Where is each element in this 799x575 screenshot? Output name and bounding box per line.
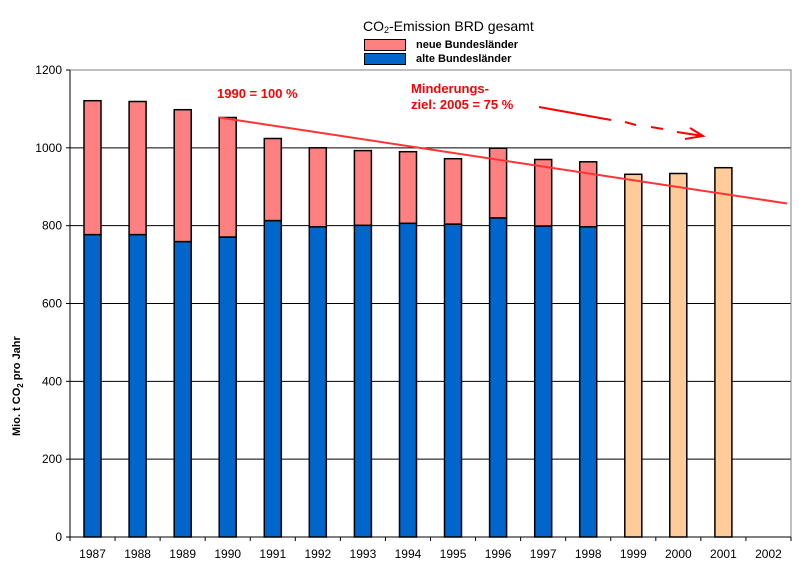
bar-1997-neue [533, 158, 553, 227]
x-tick-label-2001: 2001 [710, 547, 737, 561]
legend-item-neue: neue Bundesländer [364, 39, 518, 51]
bar-1998-neue [578, 161, 598, 228]
x-tick-label-1996: 1996 [485, 547, 512, 561]
x-tick-label-1989: 1989 [169, 547, 196, 561]
y-tick-label-200: 200 [42, 452, 62, 466]
x-tick-label-1991: 1991 [259, 547, 286, 561]
x-tick-label-1993: 1993 [350, 547, 377, 561]
bar-1995-alte [443, 223, 463, 538]
bar-1989-neue [173, 108, 192, 243]
x-tick-label-1999: 1999 [620, 547, 647, 561]
annotation-target-line1: Minderungs- [411, 81, 489, 96]
bar-1998-alte [578, 226, 598, 538]
bar-2000-gesamt [669, 172, 688, 538]
bar-1996-alte [488, 217, 508, 538]
bar-1992-neue [308, 147, 328, 228]
y-tick-label-800: 800 [42, 219, 62, 233]
legend-swatch-neue [364, 39, 406, 51]
bar-1987-alte [83, 233, 102, 538]
bar-1995-neue [443, 157, 463, 225]
y-tick-label-1000: 1000 [35, 141, 62, 155]
arrow-solid-segment [538, 106, 612, 121]
x-tick-label-1998: 1998 [575, 547, 602, 561]
legend-label-neue: neue Bundesländer [416, 39, 519, 51]
ylabel-subscript: 2 [16, 383, 26, 388]
trend-line [219, 116, 788, 205]
x-tick-label-1988: 1988 [124, 547, 151, 561]
annotation-base-year: 1990 = 100 % [217, 86, 298, 101]
bar-1994-alte [398, 222, 418, 538]
title-text-suffix: -Emission BRD gesamt [389, 18, 534, 34]
title-text: CO [363, 18, 384, 34]
bar-1990-alte [218, 236, 237, 538]
y-tick-label-1200: 1200 [35, 63, 62, 77]
y-tick-label-400: 400 [42, 374, 62, 388]
x-tick-label-1997: 1997 [530, 547, 557, 561]
annotation-target-line2: ziel: 2005 = 75 % [411, 97, 514, 112]
x-tick-label-2002: 2002 [755, 547, 782, 561]
bar-1994-neue [398, 150, 418, 225]
x-tick-label-1995: 1995 [440, 547, 467, 561]
bar-1990-neue [218, 116, 237, 238]
y-tick-label-0: 0 [55, 530, 62, 544]
bar-1989-alte [173, 240, 192, 538]
x-tick-label-1990: 1990 [214, 547, 241, 561]
x-tick-label-2000: 2000 [665, 547, 692, 561]
x-tick-label-1994: 1994 [395, 547, 422, 561]
ylabel-text-suffix: pro Jahr [11, 336, 23, 384]
bar-1988-neue [128, 100, 147, 236]
legend-item-alte: alte Bundesländer [364, 53, 511, 65]
arrow-dash-2 [650, 126, 664, 130]
bar-1987-neue [83, 99, 102, 236]
y-tick-label-600: 600 [42, 297, 62, 311]
ylabel-text: Mio. t CO [11, 387, 23, 436]
bar-2001-gesamt [714, 166, 733, 538]
bar-1993-alte [353, 224, 373, 538]
bar-1999-gesamt [624, 173, 643, 538]
arrow-shaft-end [676, 131, 704, 137]
bar-1991-neue [263, 137, 283, 222]
target-arrow [538, 106, 706, 140]
title-subscript: 2 [384, 25, 390, 35]
bar-1993-neue [353, 149, 373, 227]
bar-1988-alte [128, 233, 147, 538]
legend-swatch-alte [364, 53, 406, 65]
axes: 0 200 400 600 800 1000 1200 1987 1988 1989 1990 199… [35, 63, 792, 561]
chart-title: CO2-Emission BRD gesamt [363, 18, 534, 35]
bar-1996-neue [488, 147, 508, 219]
y-axis-label: Mio. t CO2 pro Jahr [11, 336, 25, 436]
bar-1997-alte [533, 225, 553, 538]
bar-1992-alte [308, 226, 328, 538]
trend-line-group [219, 116, 788, 205]
x-tick-label-1992: 1992 [304, 547, 331, 561]
x-tick-label-1987: 1987 [79, 547, 106, 561]
bars [83, 99, 733, 538]
legend-label-alte: alte Bundesländer [416, 53, 512, 65]
bar-1991-alte [263, 219, 283, 538]
arrow-dash-1 [624, 121, 637, 126]
